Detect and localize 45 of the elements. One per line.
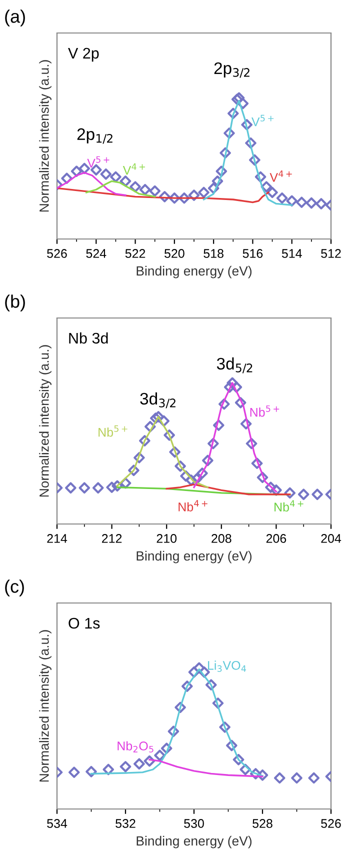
series-label: Nb$^{5+}$: [98, 425, 128, 437]
x-tick-label: 516: [242, 249, 263, 258]
x-tick-label: 210: [156, 534, 177, 543]
x-tick-label: 532: [116, 819, 136, 828]
x-tick-label: 518: [204, 249, 224, 258]
x-tick-label: 526: [321, 819, 341, 828]
series-label: Nb$_{2}$O$_{5}$: [118, 741, 154, 752]
x-tick-label: 524: [86, 249, 106, 258]
x-tick-label: 528: [252, 819, 272, 828]
series-label: V$^{4+}$: [122, 163, 145, 175]
x-tick-label: 514: [282, 249, 302, 258]
series-label: V$^{5+}$: [252, 114, 274, 126]
y-axis-title: Normalized intensity (a.u.): [39, 630, 52, 782]
x-tick-label: 206: [266, 534, 286, 543]
series-label: Nb$^{5+}$: [250, 405, 280, 417]
annotation: 3d$_{3/2}$: [140, 392, 176, 408]
x-tick-label: 204: [321, 534, 342, 543]
text: Nb 3d: [69, 332, 108, 344]
y-axis-title: Normalized intensity (a.u.): [39, 345, 52, 497]
x-tick-label: 512: [321, 249, 341, 258]
series-label: V$^{4+}$: [270, 170, 292, 182]
text: 2p$_{3/2}$: [214, 62, 250, 78]
text: V 2p: [68, 48, 99, 62]
series-label: Li$_{3}$VO$_{4}$: [208, 660, 246, 672]
x-tick-label: 212: [102, 534, 122, 543]
text: O 1s: [68, 618, 100, 629]
y-axis-title: Normalized intensity (a.u.): [39, 60, 52, 212]
chart-title: (b): [5, 294, 25, 312]
chart-title: (a): [5, 10, 25, 26]
x-axis-title: Binding energy (eV): [136, 836, 252, 848]
chart-title: (c): [5, 580, 24, 596]
x-tick-label: 520: [164, 249, 184, 258]
text: 3d$_{5/2}$: [216, 357, 252, 374]
x-tick-label: 526: [47, 249, 67, 258]
series-label: Nb$^{4+}$: [274, 500, 304, 512]
x-tick-label: 208: [212, 534, 232, 543]
annotation: 2p$_{1/2}$: [77, 128, 112, 144]
x-tick-label: 534: [47, 819, 68, 828]
x-tick-label: 530: [184, 819, 204, 828]
series-label: Nb$^{4+}$: [178, 500, 208, 512]
x-axis-title: Binding energy (eV): [136, 550, 252, 564]
series-label: V$^{5+}$: [87, 156, 110, 168]
x-tick-label: 214: [47, 534, 68, 543]
x-tick-label: 522: [125, 249, 146, 258]
x-axis-title: Binding energy (eV): [136, 266, 252, 278]
